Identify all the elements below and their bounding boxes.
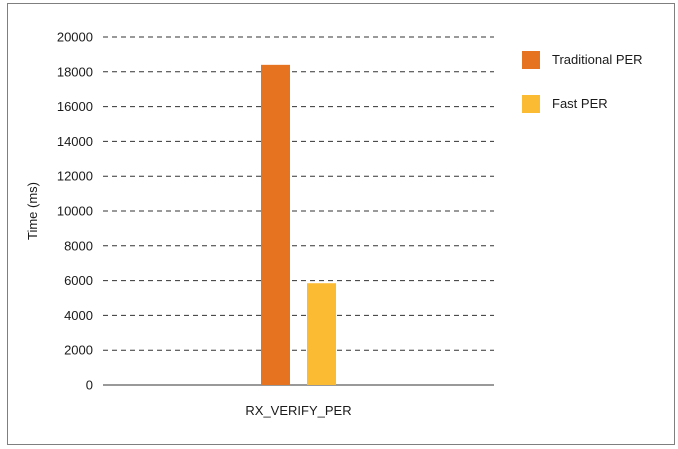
- x-axis-ticks: RX_VERIFY_PER: [245, 403, 351, 418]
- legend-label: Fast PER: [552, 96, 608, 111]
- bars: [261, 64, 336, 385]
- y-tick-label: 16000: [57, 99, 93, 114]
- y-tick-label: 12000: [57, 169, 93, 184]
- legend-swatch: [522, 51, 540, 69]
- legend-label: Traditional PER: [552, 52, 643, 67]
- bar-traditional-per: [261, 64, 290, 385]
- y-tick-label: 10000: [57, 204, 93, 219]
- y-tick-label: 6000: [64, 273, 93, 288]
- y-tick-label: 2000: [64, 343, 93, 358]
- x-tick-label: RX_VERIFY_PER: [245, 403, 351, 418]
- y-tick-label: 18000: [57, 64, 93, 79]
- y-tick-label: 4000: [64, 308, 93, 323]
- y-axis-ticks: 0 2000 4000 6000 8000 10000 12000 14000 16000 180…: [57, 30, 93, 393]
- y-tick-label: 14000: [57, 134, 93, 149]
- legend-swatch: [522, 95, 540, 113]
- y-tick-label: 20000: [57, 30, 93, 45]
- y-tick-label: 0: [86, 378, 93, 393]
- legend: Traditional PER Fast PER: [522, 51, 643, 113]
- bar-fast-per: [307, 283, 336, 385]
- gridlines: [103, 36, 494, 351]
- y-tick-label: 8000: [64, 238, 93, 253]
- chart-frame: [7, 3, 675, 445]
- y-axis-title: Time (ms): [25, 182, 40, 240]
